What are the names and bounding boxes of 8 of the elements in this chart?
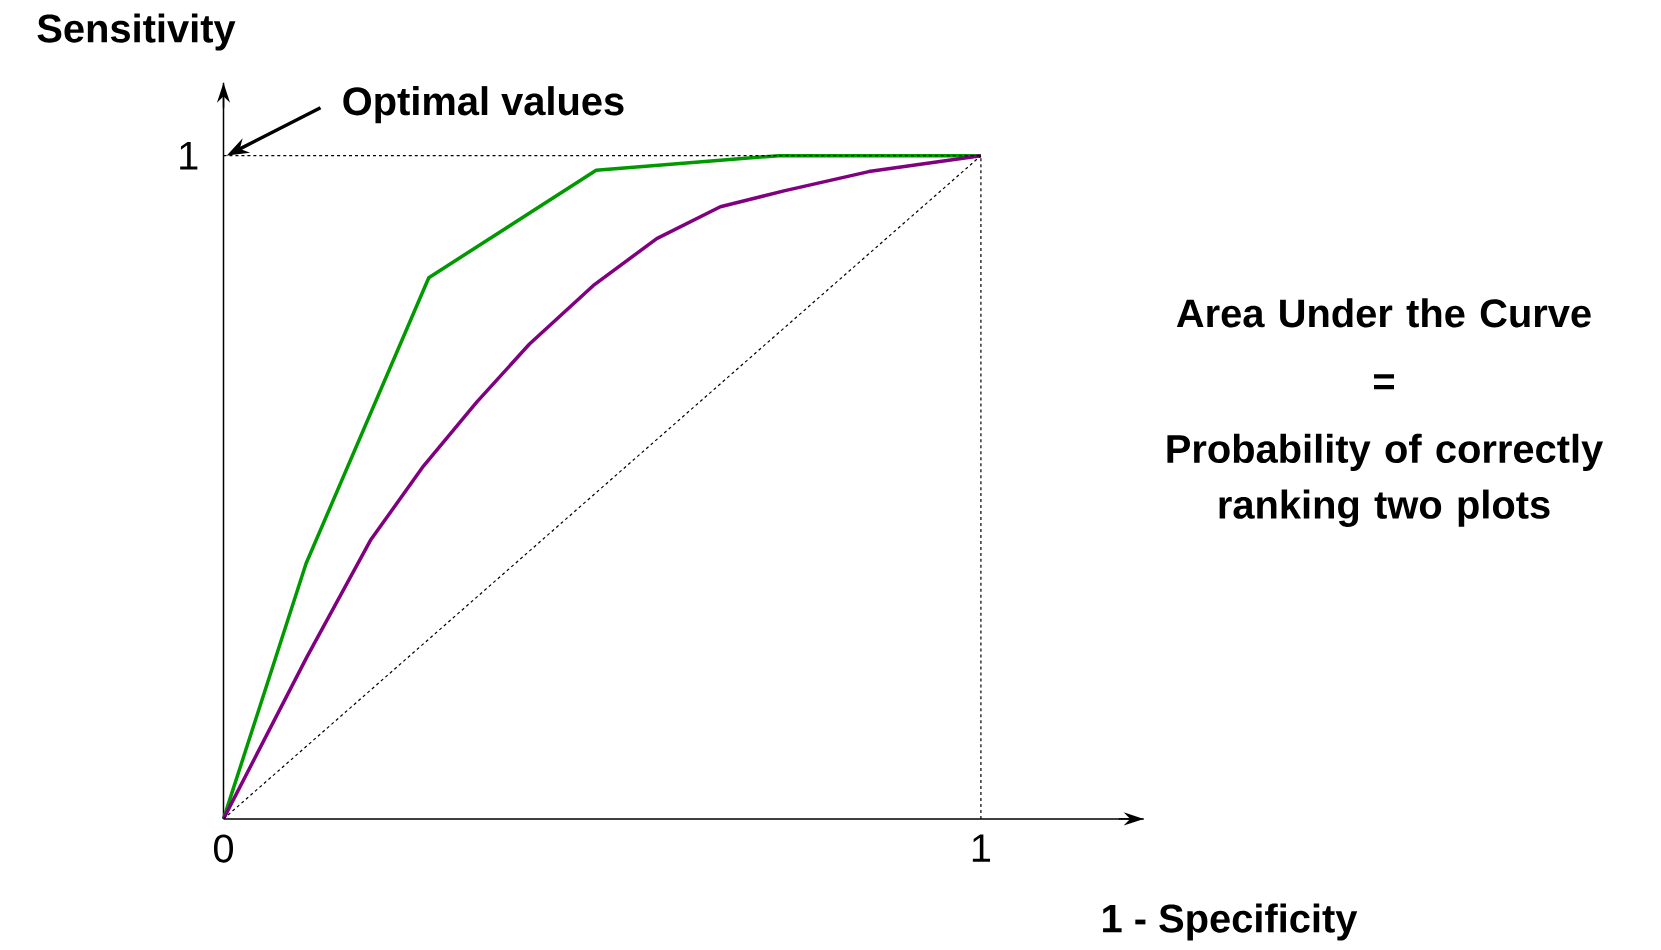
text: Optimal values (343, 86, 624, 124)
text: 1 (180, 141, 198, 170)
text: Probability of correctly ranking two plots (1167, 433, 1603, 527)
text: = (1374, 374, 1395, 390)
x-tick-label: 0 (213, 834, 234, 863)
text: Area Under the Curve (1176, 298, 1591, 328)
x-axis-title: 1 - Specificity (1103, 903, 1358, 941)
y-axis-title: Sensitivity (37, 13, 236, 51)
